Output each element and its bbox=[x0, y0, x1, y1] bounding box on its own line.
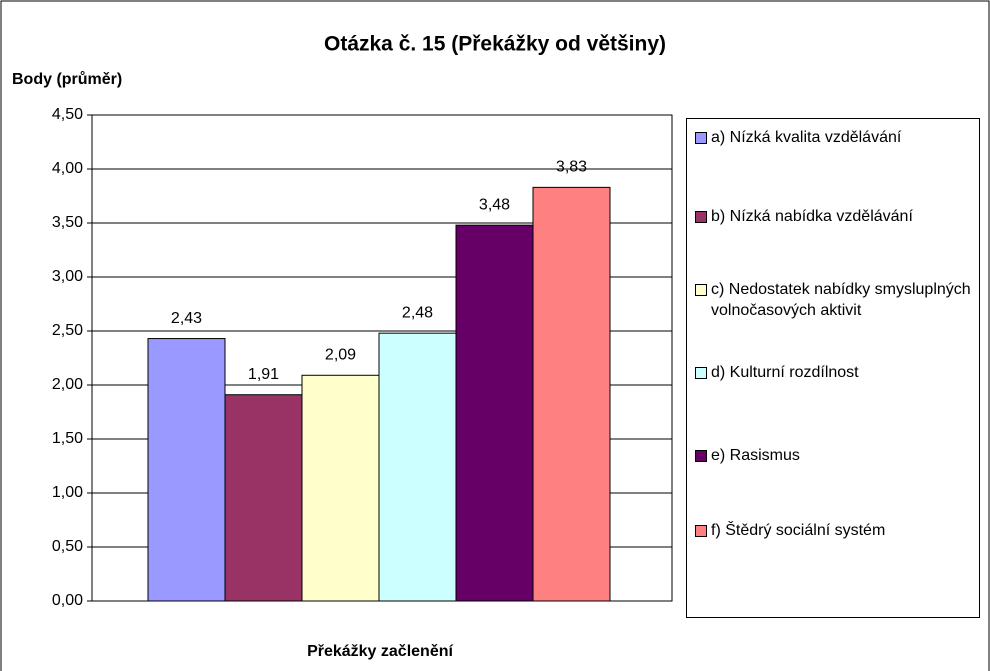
legend-entry: d) Kulturní rozdílnost bbox=[695, 362, 975, 383]
value-label: 2,48 bbox=[402, 304, 433, 321]
legend-label: a) Nízká kvalita vzdělávání bbox=[711, 129, 902, 146]
value-label: 2,43 bbox=[171, 310, 202, 327]
legend-entry: b) Nízká nabídka vzdělávání bbox=[695, 206, 975, 227]
legend-swatch bbox=[695, 450, 707, 462]
legend-label: f) Štědrý sociální systém bbox=[711, 522, 886, 539]
y-axis-label: Body (průměr) bbox=[12, 71, 122, 88]
bar bbox=[301, 374, 380, 602]
value-label: 3,83 bbox=[556, 159, 587, 176]
legend-entry: f) Štědrý sociální systém bbox=[695, 520, 975, 541]
value-label: 2,09 bbox=[325, 346, 356, 363]
legend-entry: a) Nízká kvalita vzdělávání bbox=[695, 127, 975, 148]
y-tick-label: 3,50 bbox=[52, 214, 83, 231]
y-tick-label: 1,00 bbox=[52, 484, 83, 501]
value-label: 3,48 bbox=[479, 196, 510, 213]
legend-swatch bbox=[695, 525, 707, 537]
value-label: 1,91 bbox=[248, 366, 279, 383]
legend-label: d) Kulturní rozdílnost bbox=[711, 364, 859, 381]
y-tick-label: 2,50 bbox=[52, 322, 83, 339]
y-tick-label: 1,50 bbox=[52, 430, 83, 447]
y-tick-label: 4,00 bbox=[52, 160, 83, 177]
y-tick-label: 0,50 bbox=[52, 538, 83, 555]
legend-label: c) Nedostatek nabídky smysluplných volno… bbox=[711, 281, 971, 319]
chart-title: Otázka č. 15 (Překážky od většiny) bbox=[324, 33, 666, 56]
legend-swatch bbox=[695, 284, 707, 296]
bar bbox=[147, 338, 226, 602]
legend-label: b) Nízká nabídka vzdělávání bbox=[711, 208, 913, 225]
legend-swatch bbox=[695, 132, 707, 144]
legend: a) Nízká kvalita vzdělávání b) Nízká nabí… bbox=[686, 118, 980, 618]
legend-swatch bbox=[695, 367, 707, 379]
legend-entry: c) Nedostatek nabídky smysluplných volno… bbox=[695, 279, 975, 321]
y-tick-label: 3,00 bbox=[52, 268, 83, 285]
bar bbox=[224, 394, 303, 602]
y-tick-label: 4,50 bbox=[52, 106, 83, 123]
bar bbox=[532, 186, 611, 602]
x-axis-label: Překážky začlenění bbox=[307, 643, 453, 660]
bar bbox=[378, 332, 457, 602]
legend-entry: e) Rasismus bbox=[695, 445, 975, 466]
y-tick-label: 0,00 bbox=[52, 592, 83, 609]
bar bbox=[455, 224, 534, 602]
legend-label: e) Rasismus bbox=[711, 447, 800, 464]
legend-swatch bbox=[695, 211, 707, 223]
y-tick-label: 2,00 bbox=[52, 376, 83, 393]
